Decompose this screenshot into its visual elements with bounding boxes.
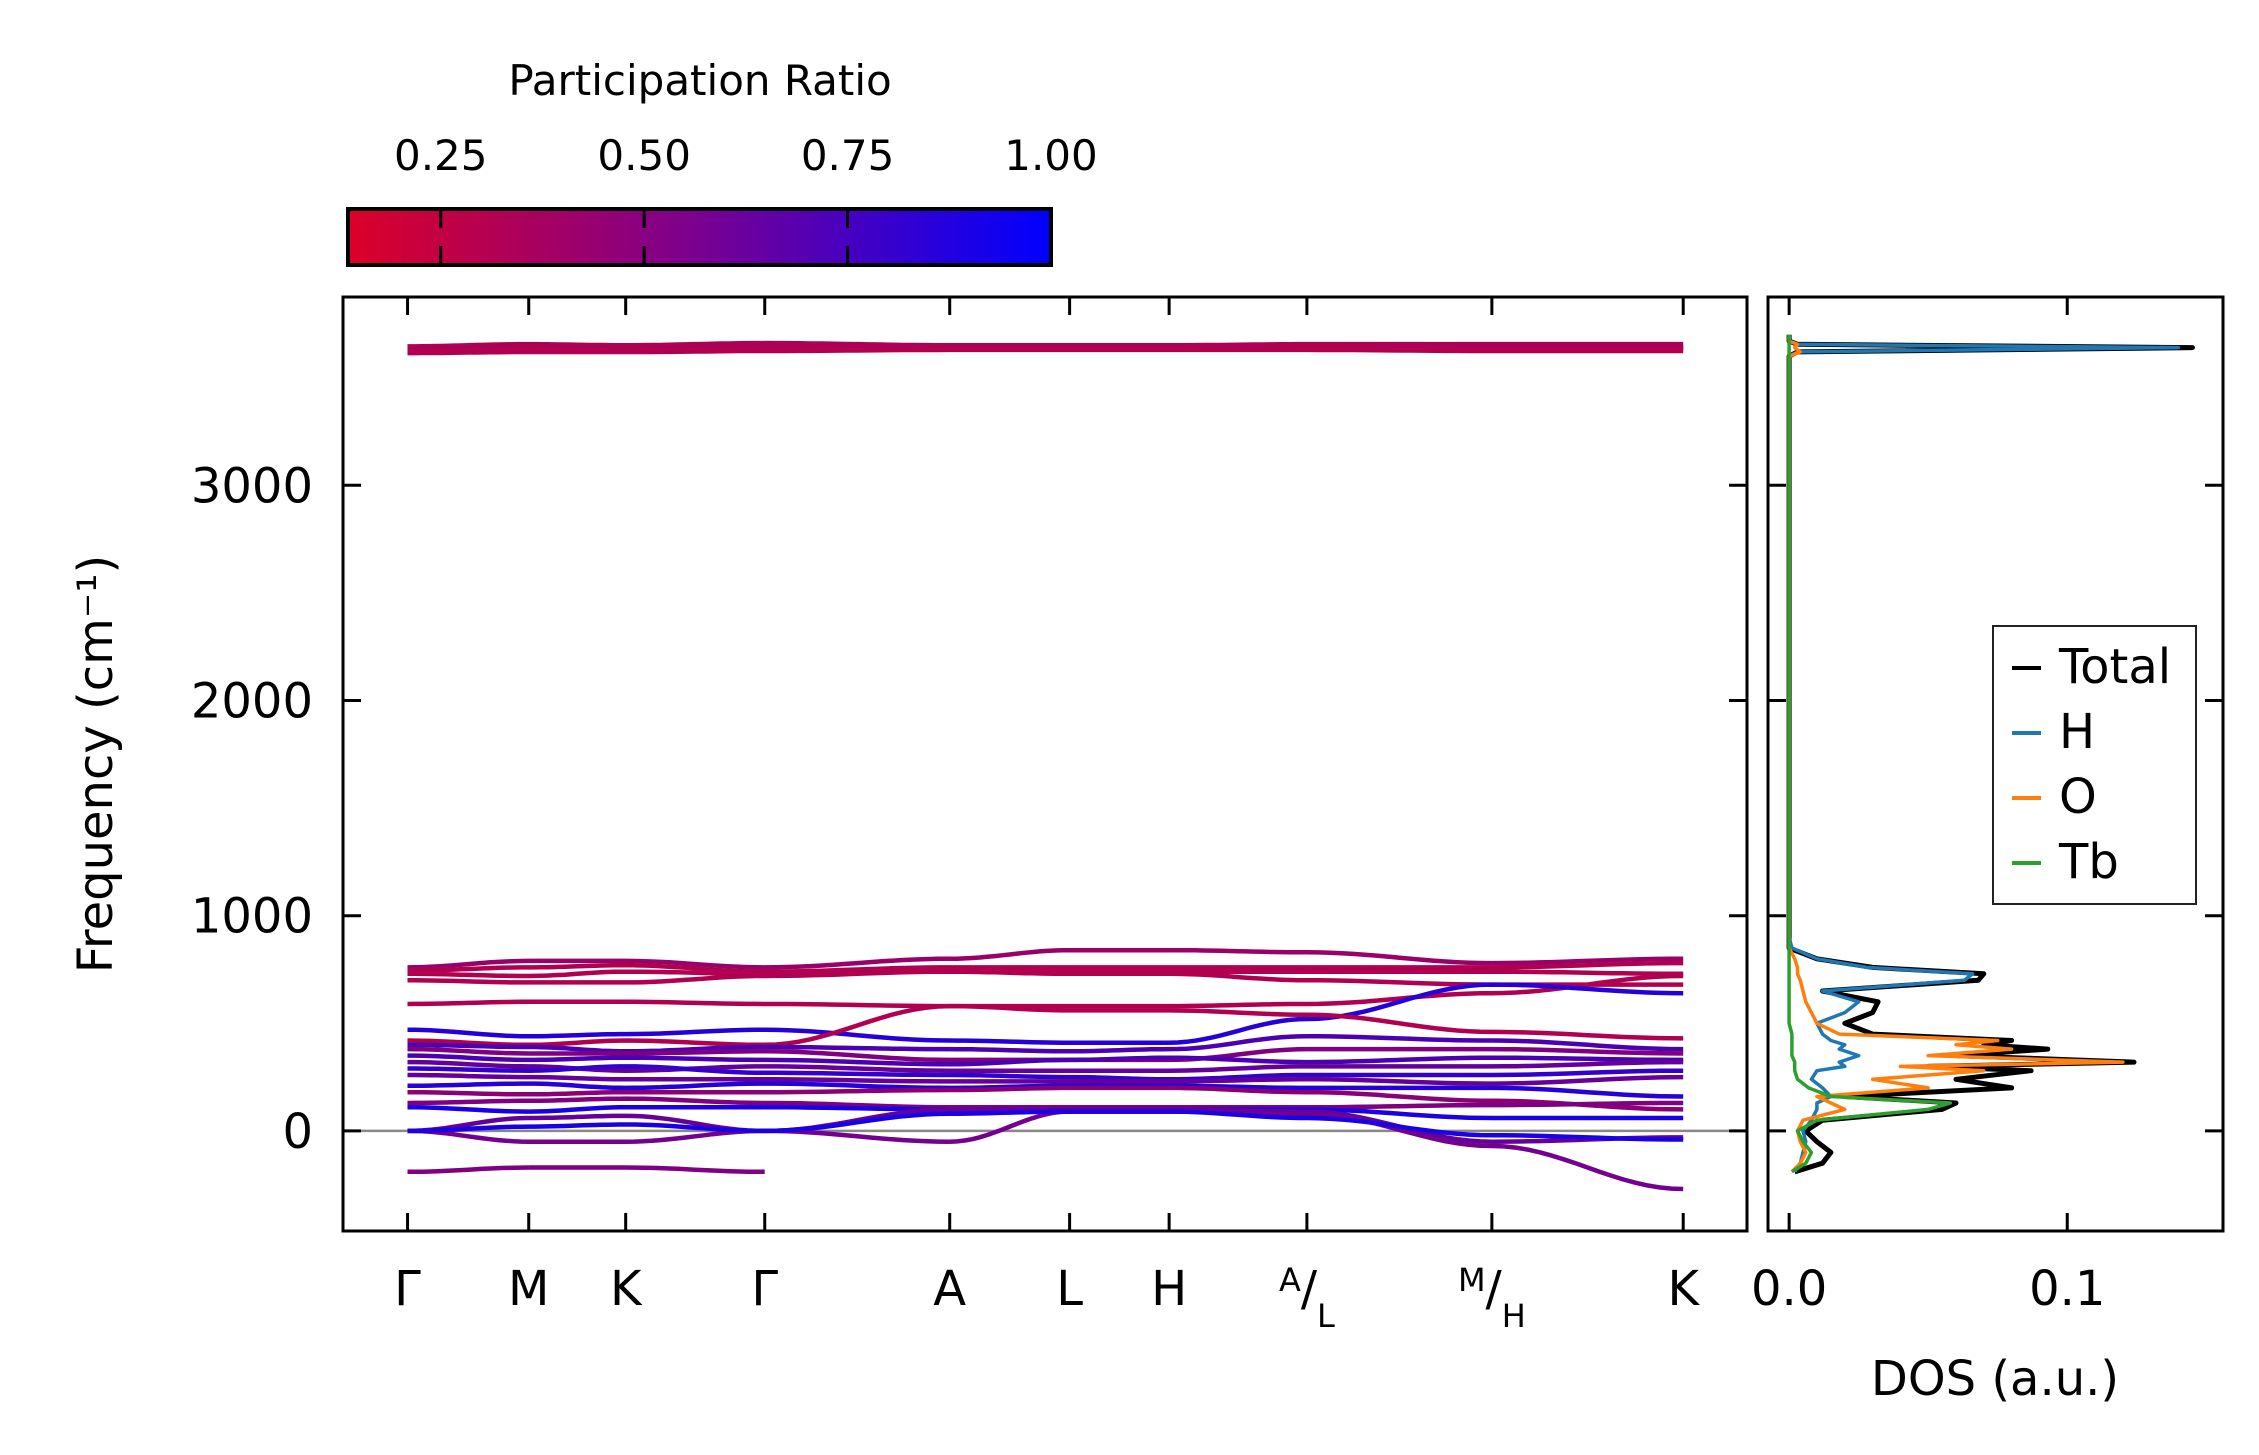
colorbar-tick-label: 1.00 [1004, 131, 1098, 180]
y-tick-label: 1000 [191, 889, 313, 945]
x-tick-label: L [1056, 1261, 1083, 1317]
legend-label: Tb [2058, 834, 2119, 890]
band-line [407, 1072, 1684, 1086]
x-tick-label: K [1667, 1261, 1700, 1317]
colorbar-tick-label: 0.50 [597, 131, 691, 180]
legend-label: H [2059, 704, 2095, 760]
legend-label: Total [2058, 639, 2171, 695]
dos-x-axis-label: DOS (a.u.) [1871, 1351, 2119, 1407]
band-line [407, 1003, 1684, 1048]
y-tick-label: 2000 [191, 674, 313, 730]
dos-plot-frame [1766, 295, 2225, 1233]
main-plot-frame [341, 295, 1749, 1233]
band-line [407, 1109, 1684, 1142]
band-structure-plot: Γ M K Γ A L H A/L M/H K 0 1000 2000 3000 Frequency (c… [68, 295, 1749, 1335]
legend-frame [1992, 625, 2197, 905]
band-line [407, 1033, 1684, 1054]
x-tick-label: H [1151, 1261, 1187, 1317]
colorbar-gradient [346, 207, 1053, 267]
band-line [407, 947, 1684, 970]
x-tick-label: Γ [751, 1261, 778, 1317]
legend-item-total: Total [2012, 639, 2171, 695]
band-line [407, 1053, 1684, 1067]
legend-label: O [2059, 769, 2097, 825]
dos-line-tb [1787, 334, 1953, 1174]
band-line [407, 982, 1684, 1045]
colorbar-tick-label: 0.75 [801, 131, 895, 180]
x-tick-label: M/H [1458, 1261, 1526, 1335]
dos-x-tick-label: 0.0 [1751, 1261, 1827, 1317]
colorbar-title: Participation Ratio [508, 56, 891, 105]
y-tick-label: 0 [282, 1104, 313, 1160]
y-axis-label: Frequency (cm⁻¹) [68, 555, 124, 973]
colorbar: Participation Ratio 0.25 0.50 0.75 1.00 [346, 56, 1098, 267]
x-tick-label: Γ [394, 1261, 421, 1317]
band-line [407, 1165, 765, 1175]
band-line [407, 1064, 1684, 1082]
dos-x-tick-label: 0.1 [2029, 1261, 2105, 1317]
legend-item-tb: Tb [2012, 834, 2119, 890]
colorbar-tick-label: 0.25 [394, 131, 488, 180]
x-tick-label: A/L [1279, 1261, 1335, 1335]
legend: Total HO Tb [1992, 625, 2197, 905]
y-tick-label: 3000 [191, 458, 313, 514]
x-tick-label: K [610, 1261, 643, 1317]
legend-item-h: H [2012, 704, 2095, 760]
band-line [407, 345, 1684, 356]
x-tick-label: M [508, 1261, 549, 1317]
x-tick-label: A [933, 1261, 966, 1317]
legend-item-o: O [2012, 769, 2097, 825]
dos-plot: 0.0 0.1 DOS (a.u.) Total HO Tb [1751, 295, 2225, 1407]
